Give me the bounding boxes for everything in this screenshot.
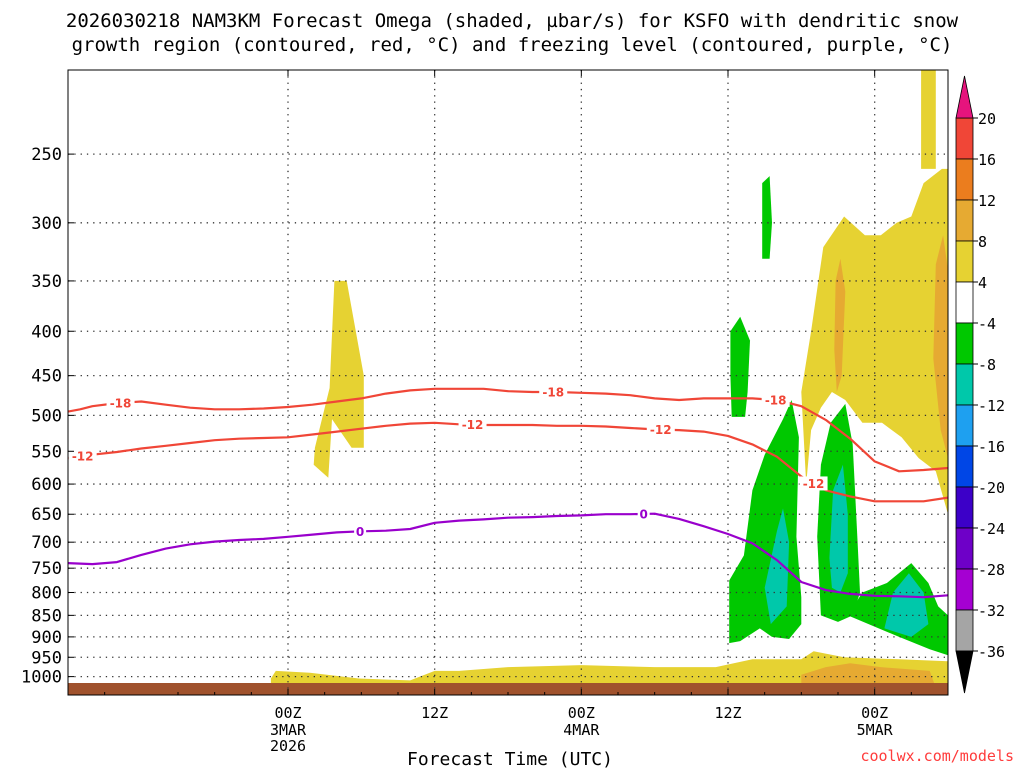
y-tick-label: 600 [31,475,62,495]
y-tick-label: 250 [31,145,62,165]
colorbar-level-label: 12 [978,192,996,210]
omega-region-updraft-core-1-cyan [764,508,790,625]
colorbar-bin [955,322,974,365]
colorbar-level-label: 8 [978,233,987,251]
colorbar-level-label: 20 [978,110,996,128]
colorbar: 20 16 12 8 4 -4 -8 -12 -16 -20 -24 -28 -32 -36 [955,75,1005,694]
contour-label-bg [761,392,790,407]
omega-region-orange-streak-a [834,258,846,392]
contour-label: -18 [110,396,132,410]
x-tick-label: 12Z [714,704,741,722]
contour-label-bg [637,506,650,521]
y-tick-label: 400 [31,322,62,342]
colorbar-bin [955,486,974,529]
y-tick-label: 350 [31,272,62,292]
contour-label: -12 [803,477,825,491]
contour-label-bg [68,449,97,464]
y-tick-label: 650 [31,505,62,525]
x-tick-sublabel: 5MAR [857,721,894,739]
colorbar-top-arrow [955,75,974,119]
x-axis-label: Forecast Time (UTC) [407,749,613,768]
colorbar-level-label: 16 [978,151,996,169]
chart-title-line-2: growth region (contoured, red, °C) and f… [72,34,953,56]
y-tick-label: 1000 [21,668,62,688]
x-tick-label: 00Z [274,704,301,722]
colorbar-bin [955,363,974,406]
y-axis: 2503003504004505005506006507007508008509… [21,145,74,688]
omega-region-convective-green-b [762,176,772,259]
colorbar-bin [955,158,974,201]
contour-label-bg [539,385,568,400]
contour-label: -12 [72,450,94,464]
contour-line--18 [68,387,948,473]
omega-region-updraft-core-1 [729,400,802,644]
contour-label-bg [799,476,828,491]
omega-region-boundary-layer-orange [801,663,936,688]
y-tick-label: 450 [31,367,62,387]
colorbar-level-label: -8 [978,356,996,374]
temperature-contours [68,387,948,599]
contour-label: -18 [542,386,564,400]
contour-label: -12 [462,418,484,432]
colorbar-bin [955,445,974,488]
omega-region-ascent-plume-early [313,280,364,478]
x-tick-label: 00Z [568,704,595,722]
colorbar-level-label: -20 [978,479,1005,497]
colorbar-bin [955,117,974,160]
contour-label-bg [646,422,675,437]
y-tick-label: 950 [31,648,62,668]
colorbar-bin [955,404,974,447]
x-tick-label: 00Z [861,704,888,722]
y-tick-label: 900 [31,628,62,648]
x-tick-sublabel: 4MAR [563,721,600,739]
credit-text: coolwx.com/models [860,747,1014,765]
colorbar-level-label: -16 [978,438,1005,456]
contour-line-0 [68,512,948,599]
colorbar-bin [955,527,974,570]
y-tick-label: 850 [31,606,62,626]
omega-region-convective-green-a [730,316,750,417]
colorbar-bin [955,199,974,242]
chart-title-line-1: 2026030218 NAM3KM Forecast Omega (shaded… [66,10,959,32]
colorbar-level-label: -36 [978,643,1005,661]
colorbar-level-label: -4 [978,315,996,333]
colorbar-level-label: -24 [978,520,1005,538]
colorbar-bin [955,609,974,652]
y-tick-label: 550 [31,442,62,462]
colorbar-bin [955,240,974,283]
contour-label: 0 [639,507,647,521]
omega-region-updraft-core-2-cyan [829,464,848,593]
y-tick-label: 750 [31,559,62,579]
contour-labels: -18 -18 -18 -12 -12 -12 -12 0 0 [68,385,828,539]
colorbar-bin [955,281,974,324]
contour-label-bg [458,417,487,432]
colorbar-level-label: 4 [978,274,987,292]
y-tick-label: 700 [31,533,62,553]
plot-area: -18 -18 -18 -12 -12 -12 -12 0 0 [68,70,948,695]
omega-region-upper-yellow-top [921,70,936,169]
omega-region-lower-cyan-right [884,573,929,637]
contour-label-bg [106,395,135,410]
y-tick-label: 500 [31,406,62,426]
omega-region-orange-streak-b [933,235,948,459]
x-tick-label: 12Z [421,704,448,722]
contour-label: -12 [650,423,672,437]
x-tick-sublabel: 3MAR [270,721,307,739]
colorbar-bottom-arrow [955,650,974,694]
contour-label: -18 [765,393,787,407]
y-tick-label: 300 [31,214,62,234]
contour-label: 0 [356,525,364,539]
colorbar-bin [955,568,974,611]
x-tick-sublabel: 2026 [270,737,306,755]
omega-region-boundary-layer-yellow [270,651,948,690]
colorbar-level-label: -12 [978,397,1005,415]
colorbar-level-label: -28 [978,561,1005,579]
y-tick-label: 800 [31,584,62,604]
colorbar-level-label: -32 [978,602,1005,620]
contour-label-bg [354,524,367,539]
